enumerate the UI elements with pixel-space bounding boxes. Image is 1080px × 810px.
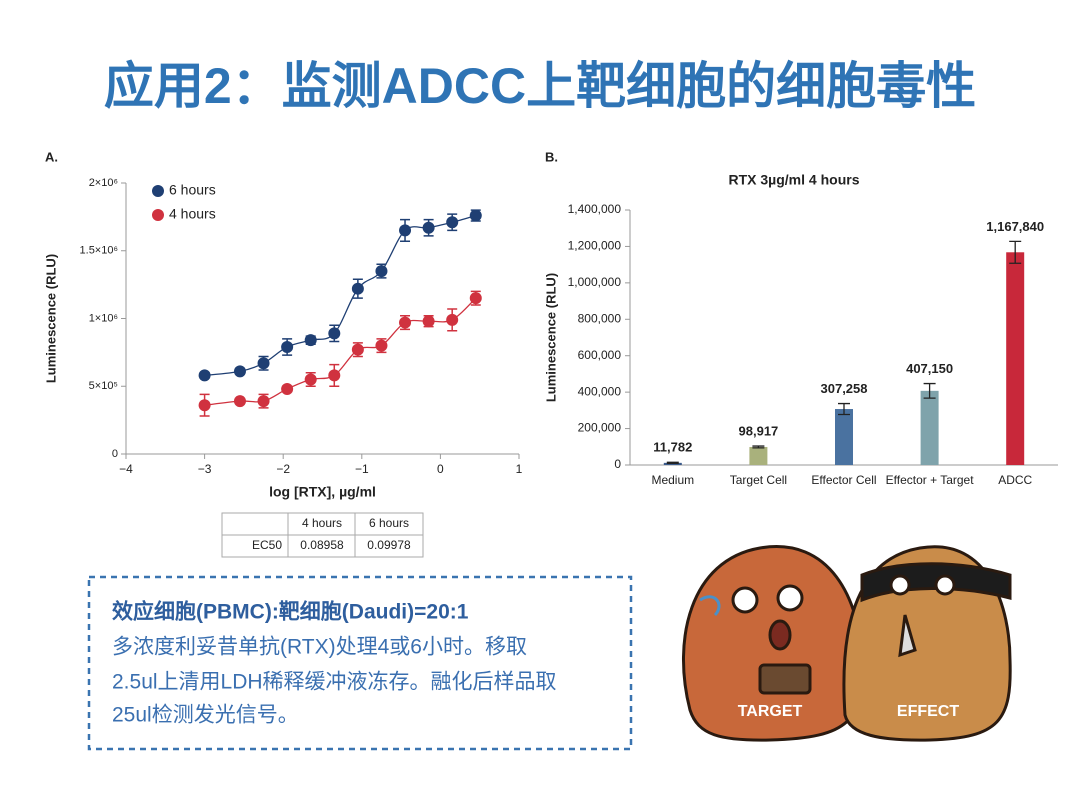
x-tick-label: −3 — [198, 462, 212, 476]
bar — [1006, 252, 1025, 465]
y-tick-label: 1,000,000 — [568, 275, 622, 289]
point — [422, 315, 435, 328]
value-label: 407,150 — [906, 361, 953, 376]
legend-marker — [152, 209, 164, 221]
point — [328, 327, 341, 340]
table-cell: 0.08958 — [300, 538, 344, 552]
point — [446, 216, 459, 229]
x-tick-label: Effector Cell — [811, 473, 876, 487]
point — [328, 369, 341, 382]
point — [233, 395, 246, 408]
error-bar — [752, 445, 765, 449]
value-label: 11,782 — [653, 440, 692, 455]
legend-label: 4 hours — [169, 206, 216, 222]
point — [399, 224, 412, 237]
chart-title: RTX 3µg/ml 4 hours — [729, 172, 860, 188]
curve — [204, 214, 476, 377]
point — [446, 313, 459, 326]
y-axis-label: Luminescence (RLU) — [43, 254, 58, 383]
error-bar — [838, 402, 850, 416]
point — [233, 365, 246, 378]
cartoon-label: TARGET — [738, 703, 803, 720]
legend-label: 6 hours — [169, 182, 216, 198]
table-cell: 0.09978 — [367, 538, 411, 552]
slide-title: 应用2：监测ADCC上靶细胞的细胞毒性 — [104, 58, 976, 114]
curve — [204, 297, 477, 406]
note-line: 2.5ul上清用LDH稀释缓冲液冻存。融化后样品取 — [112, 671, 557, 694]
error-bar — [923, 382, 936, 399]
point — [198, 399, 211, 412]
x-tick-label: −4 — [119, 462, 133, 476]
ec50-table — [221, 512, 424, 558]
table-row-label: EC50 — [252, 538, 282, 552]
y-tick-label: 0 — [614, 457, 621, 471]
point — [469, 292, 482, 305]
point — [257, 395, 270, 408]
point — [422, 221, 435, 234]
point — [351, 282, 364, 295]
error-bar — [1009, 240, 1022, 264]
x-tick-label: Medium — [651, 473, 694, 487]
value-label: 307,258 — [821, 381, 868, 396]
y-tick-label: 1.5×10⁶ — [80, 245, 118, 257]
panel-label: B. — [545, 149, 558, 164]
x-tick-label: ADCC — [998, 473, 1032, 487]
legend-marker — [152, 185, 164, 197]
x-tick-label: −1 — [355, 462, 369, 476]
x-tick-label: Target Cell — [730, 473, 787, 487]
value-label: 1,167,840 — [986, 219, 1044, 234]
point — [351, 343, 364, 356]
x-tick-label: Effector + Target — [886, 473, 975, 487]
point — [281, 340, 294, 353]
y-axis-label: Luminescence (RLU) — [543, 273, 558, 402]
point — [198, 369, 211, 382]
x-tick-label: 0 — [437, 462, 444, 476]
y-tick-label: 200,000 — [578, 421, 622, 435]
table-header: 6 hours — [369, 516, 409, 530]
y-tick-label: 5×10⁵ — [89, 380, 118, 392]
y-tick-label: 600,000 — [578, 348, 622, 362]
bar — [920, 390, 939, 465]
note-heading: 效应细胞(PBMC):靶细胞(Daudi)=20:1 — [112, 600, 469, 624]
point — [304, 334, 317, 347]
x-tick-label: −2 — [276, 462, 290, 476]
value-label: 98,917 — [739, 424, 779, 439]
y-tick-label: 1,400,000 — [568, 202, 622, 216]
y-tick-label: 400,000 — [578, 384, 622, 398]
point — [469, 209, 482, 222]
note-line: 25ul检测发光信号。 — [112, 704, 299, 727]
error-bar — [666, 461, 679, 465]
note-line: 多浓度利妥昔单抗(RTX)处理4或6小时。移取 — [112, 636, 527, 659]
panel-label: A. — [45, 149, 58, 164]
y-tick-label: 0 — [112, 448, 118, 460]
table-header: 4 hours — [302, 516, 342, 530]
point — [304, 373, 317, 386]
cartoon-label: EFFECT — [897, 703, 959, 720]
point — [375, 339, 388, 352]
bar — [749, 446, 768, 465]
x-tick-label: 1 — [516, 462, 523, 476]
point — [257, 357, 270, 370]
y-tick-label: 1,200,000 — [568, 239, 622, 253]
point — [281, 382, 294, 395]
x-axis-label: log [RTX], µg/ml — [269, 484, 376, 500]
bar — [835, 409, 853, 465]
point — [375, 265, 388, 278]
y-tick-label: 1×10⁶ — [89, 312, 118, 324]
cartoon — [682, 545, 1012, 742]
note-box — [87, 575, 633, 751]
y-tick-label: 800,000 — [578, 311, 622, 325]
point — [399, 316, 412, 329]
y-tick-label: 2×10⁶ — [89, 177, 118, 189]
